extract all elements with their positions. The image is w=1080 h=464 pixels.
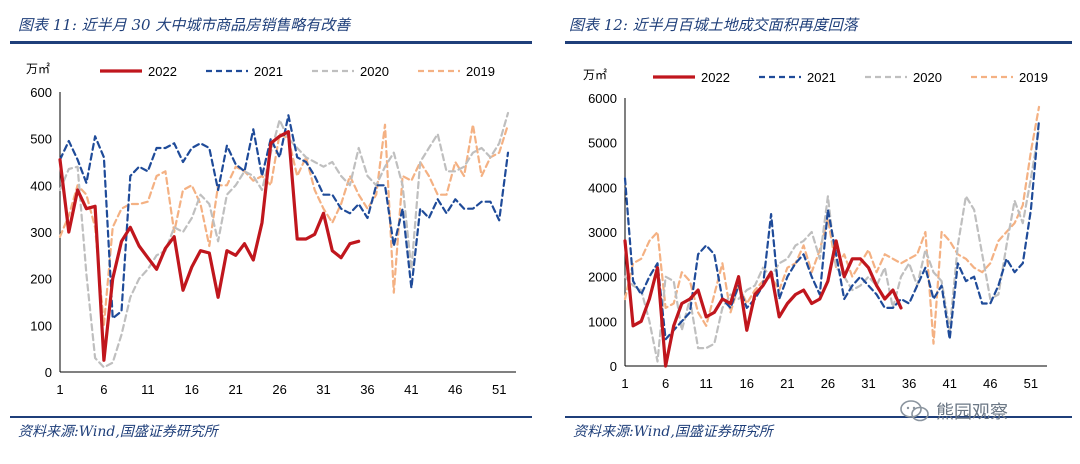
legend-label-2019: 2019 [466,64,495,79]
unit-label: 万㎡ [583,68,607,82]
y-tick-label: 0 [610,359,617,374]
x-tick-label: 6 [662,376,669,391]
series-line-2021 [623,119,1041,341]
series-line-2021 [58,114,510,320]
watermark-text: 熊园观察 [936,402,1008,423]
x-tick-label: 31 [316,382,330,397]
x-tick-label: 36 [902,376,916,391]
series-line-2020 [58,111,510,369]
unit-label: 万㎡ [26,62,50,76]
watermark: 熊园观察 [900,398,1008,424]
x-tick-label: 41 [942,376,956,391]
legend-label-2022: 2022 [701,70,730,85]
y-tick-label: 100 [30,318,52,333]
x-tick-label: 46 [983,376,997,391]
x-tick-label: 11 [699,376,713,391]
x-tick-label: 6 [100,382,107,397]
x-tick-label: 11 [141,382,155,397]
y-tick-label: 400 [30,178,52,193]
y-tick-label: 1000 [588,314,617,329]
y-tick-label: 0 [45,365,52,380]
legend-label-2019: 2019 [1019,70,1048,85]
legend-label-2022: 2022 [148,64,177,79]
x-tick-label: 16 [185,382,199,397]
x-tick-label: 16 [740,376,754,391]
source-note: 资料来源:Wind,国盛证券研究所 [18,424,218,440]
x-tick-label: 1 [56,382,63,397]
source-divider [10,416,532,418]
chart-title: 图表 11: 近半月 30 大中城市商品房销售略有改善 [18,16,351,34]
source-divider [565,416,1072,418]
x-tick-label: 21 [228,382,242,397]
x-tick-label: 26 [272,382,286,397]
chart-title: 图表 12: 近半月百城土地成交面积再度回落 [569,16,858,34]
wechat-icon [900,400,929,422]
legend-label-2021: 2021 [254,64,283,79]
y-tick-label: 2000 [588,270,617,285]
source-note: 资料来源:Wind,国盛证券研究所 [573,424,773,440]
chart-panel-left: 图表 11: 近半月 30 大中城市商品房销售略有改善 0 100 200 300 40… [10,16,532,440]
y-tick-label: 200 [30,272,52,287]
x-tick-label: 21 [780,376,794,391]
legend-label-2021: 2021 [807,70,836,85]
y-tick-label: 5000 [588,136,617,151]
y-tick-label: 500 [30,132,52,147]
x-tick-label: 51 [1024,376,1038,391]
x-tick-label: 51 [492,382,506,397]
y-tick-label: 6000 [588,91,617,106]
chart-panel-right: 图表 12: 近半月百城土地成交面积再度回落 0 1000 2000 3000 4000… [555,0,1080,464]
legend-label-2020: 2020 [360,64,389,79]
title-divider [10,41,532,44]
y-tick-label: 300 [30,225,52,240]
legend-label-2020: 2020 [913,70,942,85]
y-tick-label: 4000 [588,180,617,195]
y-tick-label: 600 [30,85,52,100]
y-tick-label: 3000 [588,225,617,240]
x-tick-label: 46 [448,382,462,397]
x-tick-label: 26 [821,376,835,391]
series-line-2019 [58,123,510,327]
x-tick-label: 1 [621,376,628,391]
x-tick-label: 31 [861,376,875,391]
title-divider [565,41,1072,44]
x-tick-label: 41 [404,382,418,397]
x-tick-label: 36 [360,382,374,397]
series-line-2022 [58,130,361,362]
series-line-2022 [623,239,903,368]
